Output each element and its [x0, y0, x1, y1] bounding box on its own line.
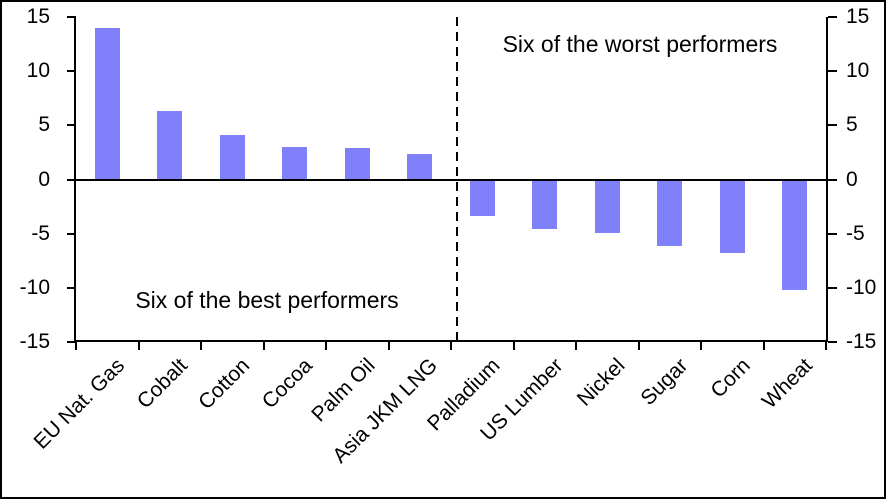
y-tick-label-right: 10 [846, 59, 870, 83]
x-tick-label-corn: Corn [706, 354, 755, 403]
x-tick-label-cobalt: Cobalt [132, 354, 193, 414]
x-tick-label-cotton: Cotton [194, 354, 255, 415]
x-tick [825, 342, 827, 350]
x-tick [75, 342, 77, 350]
x-tick [387, 342, 390, 350]
bar-cobalt [157, 111, 183, 180]
x-tick-label-wheat: Wheat [757, 354, 818, 414]
y-tick-label-right: -10 [846, 275, 877, 299]
y-tick-right [828, 341, 837, 343]
bar-wheat [782, 179, 808, 290]
y-tick-right [828, 16, 837, 18]
y-tick-label-right: -5 [846, 221, 865, 245]
y-tick-right [828, 124, 837, 127]
x-tick [450, 342, 452, 350]
x-tick [637, 342, 640, 350]
y-tick-right [828, 70, 837, 73]
y-tick-right [828, 286, 837, 289]
x-tick [262, 342, 265, 350]
y-tick-left [67, 341, 76, 343]
y-tick-label-left: 0 [38, 167, 50, 191]
bar-asia-jkm-lng [407, 153, 433, 180]
y-tick-left [67, 232, 76, 235]
x-tick [325, 342, 327, 350]
y-tick-label-right: 15 [846, 5, 870, 28]
bar-palladium [469, 179, 495, 217]
bar-cocoa [282, 147, 308, 180]
y-tick-label-left: 15 [26, 5, 50, 28]
bar-nickel [594, 179, 620, 233]
y-tick-label-left: -10 [19, 275, 50, 299]
y-tick-left [67, 16, 76, 18]
x-tick [575, 342, 577, 350]
y-tick-right [828, 178, 837, 181]
plot-area [74, 17, 828, 342]
x-tick-label-sugar: Sugar [636, 354, 693, 410]
x-tick-label-nickel: Nickel [572, 354, 630, 411]
x-tick-label-cocoa: Cocoa [257, 354, 318, 414]
bar-sugar [657, 179, 683, 246]
bar-palm-oil [344, 148, 370, 180]
y-tick-left [67, 70, 76, 73]
y-tick-left [67, 286, 76, 289]
y-tick-label-left: 10 [26, 59, 50, 83]
bar-corn [719, 179, 745, 254]
x-tick [200, 342, 202, 350]
x-tick [700, 342, 702, 350]
x-tick [512, 342, 515, 350]
zero-axis-line [74, 178, 828, 181]
bar-cotton [219, 135, 245, 180]
y-tick-label-right: 0 [846, 167, 858, 191]
annotation-worst-performers: Six of the worst performers [502, 31, 778, 57]
y-tick-label-left: 5 [38, 113, 50, 137]
annotation-best-performers: Six of the best performers [135, 287, 399, 313]
x-tick [762, 342, 765, 350]
y-tick-label-left: -5 [31, 221, 50, 245]
y-tick-label-right: -15 [846, 330, 877, 353]
y-tick-label-right: 5 [846, 113, 858, 137]
x-tick-label-eu-nat-gas: EU Nat. Gas [29, 354, 130, 454]
y-tick-label-left: -15 [19, 330, 50, 353]
bar-us-lumber [532, 179, 558, 230]
y-tick-left [67, 124, 76, 127]
x-tick [137, 342, 140, 350]
bar-eu-nat-gas [94, 27, 120, 180]
y-tick-left [67, 178, 76, 181]
y-tick-right [828, 232, 837, 235]
